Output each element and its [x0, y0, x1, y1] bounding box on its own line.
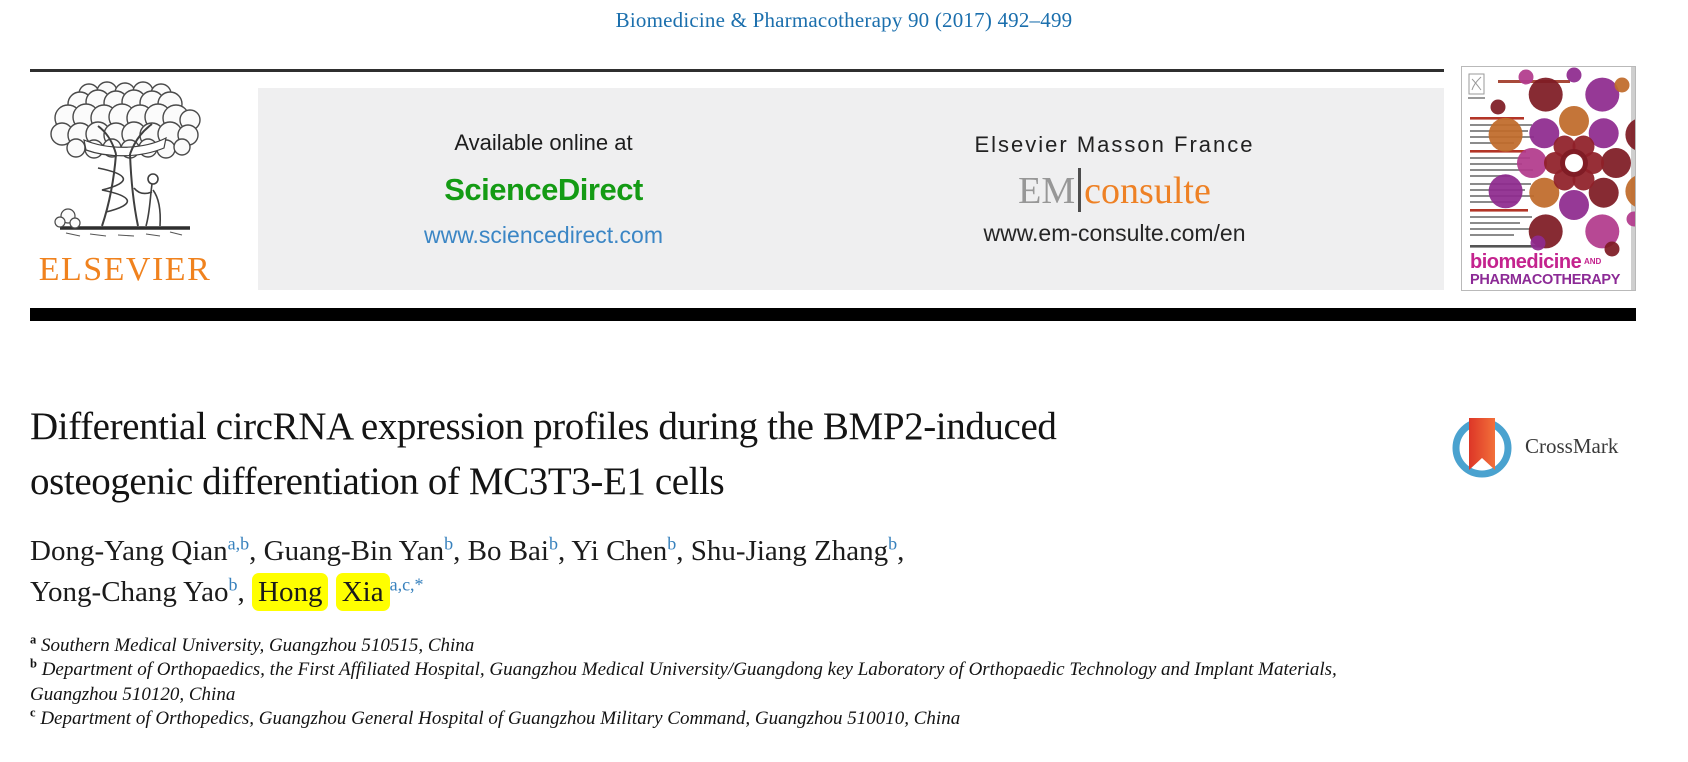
affiliation-sup: b — [30, 656, 37, 671]
sciencedirect-link[interactable]: www.sciencedirect.com — [423, 221, 664, 248]
cover-brand-and: AND — [1584, 257, 1602, 266]
crossmark-label: CrossMark — [1525, 433, 1619, 458]
cover-issue-line — [1498, 80, 1570, 83]
article-title-line2: osteogenic differentiation of MC3T3-E1 c… — [30, 459, 725, 503]
affiliation-list: a Southern Medical University, Guangzhou… — [30, 632, 1360, 731]
journal-citation[interactable]: Biomedicine & Pharmacotherapy 90 (2017) … — [615, 8, 1073, 32]
elsevier-masson-label: Elsevier Masson France — [974, 131, 1255, 157]
article-title: Differential circRNA expression profiles… — [30, 400, 1350, 509]
affiliation-sup: a — [30, 632, 37, 647]
highlighted-author-name: Xia — [335, 573, 390, 612]
author-affiliation-sup: a,c,* — [389, 574, 424, 595]
highlighted-author-name: Hong — [252, 573, 329, 612]
author-affiliation-sup: b — [548, 533, 558, 554]
journal-cover-thumbnail: biomedicine AND PHARMACOTHERAPY — [1461, 66, 1636, 291]
em-consulte-logo: EM consulte — [1018, 167, 1211, 212]
affiliation-entry: b Department of Orthopaedics, the First … — [30, 656, 1337, 705]
elsevier-tree-icon — [50, 81, 201, 237]
consulte-logo-text: consulte — [1084, 169, 1211, 212]
cover-mini-elsevier-icon — [1468, 73, 1485, 99]
cover-flower-art — [1488, 67, 1635, 257]
availability-banner: Available online at ScienceDirect www.sc… — [258, 88, 1444, 290]
em-logo-text: EM — [1018, 169, 1076, 212]
author-affiliation-sup: b — [228, 574, 238, 595]
author-affiliation-sup: b — [444, 533, 454, 554]
author-list: Dong-Yang Qiana,b, Guang-Bin Yanb, Bo Ba… — [30, 531, 1430, 613]
affiliation-entry: a Southern Medical University, Guangzhou… — [30, 632, 475, 656]
cover-brand-biomedicine: biomedicine — [1470, 251, 1582, 273]
affiliation-sup: c — [30, 705, 36, 720]
em-consulte-panel: Elsevier Masson France EM consulte www.em… — [829, 88, 1444, 290]
crossmark-badge[interactable]: CrossMark — [1450, 412, 1618, 480]
crossmark-icon — [1452, 418, 1512, 478]
elsevier-logo: ELSEVIER — [26, 80, 224, 287]
author-affiliation-sup: a,b — [227, 533, 250, 554]
author-affiliation-sup: b — [888, 533, 898, 554]
em-logo-divider — [1078, 167, 1082, 212]
cover-brand-pharmacotherapy: PHARMACOTHERAPY — [1470, 272, 1621, 288]
elsevier-wordmark: ELSEVIER — [38, 251, 212, 288]
article-title-line1: Differential circRNA expression profiles… — [30, 405, 1057, 448]
sciencedirect-logo: ScienceDirect — [444, 171, 643, 207]
available-online-label: Available online at — [454, 129, 633, 155]
em-consulte-link[interactable]: www.em-consulte.com/en — [983, 219, 1246, 246]
header-separator-bar — [30, 308, 1636, 321]
author-affiliation-sup: b — [667, 533, 677, 554]
top-rule — [30, 69, 1444, 72]
affiliation-entry: c Department of Orthopedics, Guangzhou G… — [30, 705, 961, 729]
sciencedirect-panel: Available online at ScienceDirect www.sc… — [258, 88, 829, 290]
